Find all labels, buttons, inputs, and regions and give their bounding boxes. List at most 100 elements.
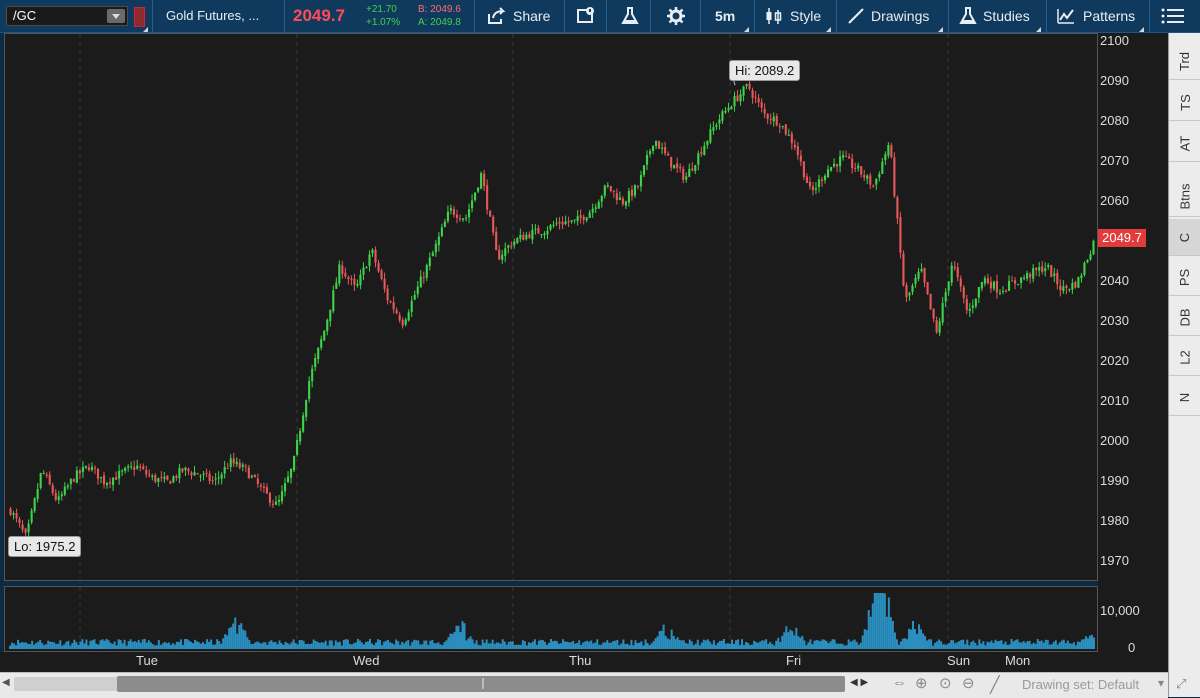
volume-bar — [121, 643, 124, 649]
volume-bar — [210, 639, 213, 649]
volume-bar — [817, 640, 820, 649]
candle-body — [308, 380, 311, 400]
panel-btns[interactable]: Btns — [1169, 176, 1200, 217]
drawing-set-dropdown-icon[interactable]: ▾ — [1158, 676, 1165, 690]
scroll-arrows-icon[interactable]: ◀ ▶ — [850, 677, 869, 688]
volume-bar — [1000, 640, 1003, 649]
panel-n[interactable]: N — [1169, 379, 1200, 416]
candle-body — [15, 513, 18, 519]
volume-bar — [17, 639, 20, 649]
candle-body — [890, 145, 893, 158]
chevron-down-icon[interactable] — [107, 9, 125, 23]
price-axis-label: 2000 — [1100, 433, 1129, 448]
studies-flask-icon — [959, 7, 977, 24]
volume-bar — [123, 639, 126, 649]
drawing-icon[interactable]: ╱ — [990, 677, 1000, 694]
zoom-reset-icon[interactable]: ⇔ — [892, 674, 907, 691]
volume-bar — [194, 639, 197, 649]
candle-body — [932, 309, 935, 319]
volume-bar — [527, 642, 530, 649]
volume-bar — [501, 639, 504, 649]
panel-c[interactable]: C — [1169, 219, 1200, 256]
volume-bar — [664, 635, 667, 649]
symbol-input[interactable]: /GC — [6, 6, 128, 26]
volume-bar — [1076, 641, 1079, 649]
alert-icon[interactable] — [576, 6, 596, 26]
candle-body — [627, 191, 630, 203]
scroll-left-icon[interactable]: ◀ — [2, 677, 10, 688]
volume-bar — [1048, 644, 1051, 649]
volume-bar — [330, 640, 333, 649]
panel-trd[interactable]: Trd — [1169, 43, 1200, 80]
volume-bar — [497, 642, 500, 649]
zoom-out-icon[interactable]: ⊖ — [962, 675, 975, 692]
price-chart[interactable] — [4, 33, 1098, 581]
candle-body — [286, 476, 290, 482]
volume-bar — [614, 640, 617, 649]
patterns-icon — [1057, 9, 1074, 24]
volume-bar — [743, 645, 746, 649]
crosshair-icon[interactable]: ⊕ — [915, 675, 928, 692]
volume-pane[interactable] — [4, 586, 1098, 652]
volume-bar — [552, 641, 555, 649]
volume-bar — [714, 645, 717, 649]
flask-icon[interactable] — [620, 6, 640, 26]
panel-at[interactable]: AT — [1169, 125, 1200, 162]
volume-bar — [716, 642, 719, 649]
volume-bar — [256, 641, 259, 649]
volume-bar — [435, 643, 438, 649]
scroll-thumb[interactable] — [117, 676, 845, 692]
candle-body — [920, 268, 923, 272]
volume-bar — [924, 635, 927, 649]
volume-bar — [91, 640, 94, 649]
menu-icon[interactable] — [1160, 6, 1186, 26]
volume-bar — [9, 645, 12, 649]
volume-bar — [55, 644, 58, 649]
volume-bar — [556, 641, 559, 649]
volume-bar — [650, 643, 653, 649]
candle-body — [872, 185, 875, 187]
gear-icon[interactable] — [666, 6, 686, 26]
timeframe-button[interactable]: 5m — [715, 8, 736, 24]
link-color-icon[interactable] — [134, 7, 145, 27]
panel-ts[interactable]: TS — [1169, 84, 1200, 121]
time-axis[interactable] — [0, 652, 1168, 672]
volume-bar — [185, 638, 188, 649]
volume-bar — [712, 640, 715, 649]
volume-bar — [206, 639, 209, 649]
drawing-set-label[interactable]: Drawing set: Default — [1022, 677, 1140, 692]
scroll-track[interactable] — [14, 677, 117, 691]
volume-bar — [240, 623, 243, 649]
panel-l2[interactable]: L2 — [1169, 339, 1200, 376]
volume-bar — [1088, 635, 1091, 649]
candle-body — [567, 221, 570, 223]
volume-plot — [9, 587, 1095, 651]
candle-body — [81, 466, 84, 473]
volume-bar — [1062, 639, 1065, 649]
panel-ps[interactable]: PS — [1169, 259, 1200, 296]
volume-bar — [1066, 640, 1069, 649]
volume-bar — [360, 642, 363, 649]
volume-bar — [471, 639, 474, 649]
volume-bar — [839, 643, 842, 649]
zoom-icon[interactable]: ⊙ — [939, 675, 952, 692]
volume-bar — [897, 644, 900, 649]
panel-db[interactable]: DB — [1169, 299, 1200, 336]
volume-bar — [928, 639, 931, 649]
volume-bar — [722, 639, 725, 649]
candle-body — [670, 156, 673, 168]
volume-bar — [403, 643, 406, 649]
price-axis[interactable] — [1098, 33, 1168, 653]
volume-bar — [875, 593, 878, 649]
volume-bar — [298, 640, 301, 649]
price-axis-label: 2060 — [1100, 193, 1129, 208]
expand-icon[interactable]: ⤢ — [1176, 676, 1187, 691]
volume-bar — [111, 643, 114, 649]
volume-bar — [702, 639, 705, 649]
candle-body — [658, 141, 661, 149]
candle-body — [763, 108, 766, 114]
volume-bar — [926, 640, 929, 649]
volume-bar — [473, 643, 476, 649]
candle-body — [407, 312, 410, 321]
price-plot[interactable] — [5, 34, 1098, 581]
